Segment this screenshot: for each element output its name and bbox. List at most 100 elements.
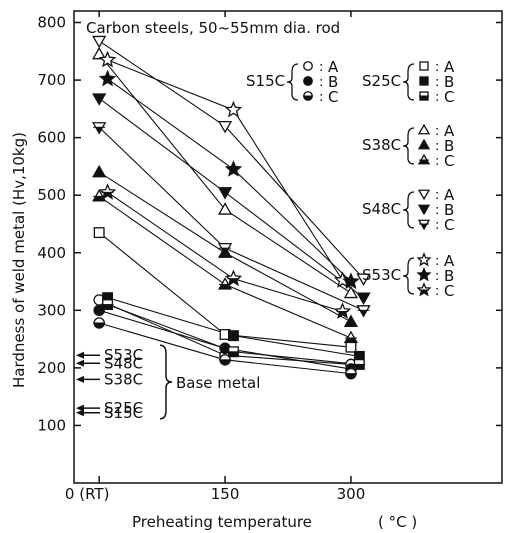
point-s53c-c-2 [333, 302, 352, 319]
legend-dot-s15c-c: : [319, 90, 323, 105]
point-s38c-a-2 [343, 285, 359, 299]
legend-label-s53c-b: B [444, 267, 454, 285]
point-s53c-b-0 [98, 69, 117, 87]
legend-label-s15c-a: A [328, 58, 339, 76]
base-metal-brace [159, 344, 173, 420]
x-tick-label-300: 300 [337, 485, 366, 503]
legend-marker-s25c-c [419, 91, 429, 101]
legend-dot-s25c-a: : [435, 60, 439, 75]
legend: S15C: A: B: C S25C: A: B: C S38C: A: B: C S48C: A: B: C… [246, 58, 455, 300]
legend-s15c: S15C: A: B: C [246, 58, 339, 106]
y-tick-label-700: 700 [37, 71, 66, 89]
legend-dot-s15c-b: : [319, 75, 323, 90]
base-label-s38c: S38C [104, 370, 143, 388]
y-axis: 100 200 300 400 500 600 700 800 [37, 14, 502, 434]
point-s25c-a-0 [93, 227, 105, 239]
point-s48c-a-0 [92, 35, 107, 49]
point-s15c-b-0 [93, 304, 105, 317]
chart-title: Carbon steels, 50~55mm dia. rod [86, 19, 340, 37]
legend-label-s53c-c: C [444, 282, 454, 300]
legend-marker-s15c-c [303, 91, 313, 101]
legend-marker-s53c-a [416, 252, 432, 267]
point-s48c-a-2 [356, 273, 371, 286]
legend-marker-s38c-c [417, 153, 431, 165]
y-tick-label-600: 600 [37, 129, 66, 147]
point-s48c-c-2 [356, 305, 371, 318]
y-tick-label-400: 400 [37, 244, 66, 262]
legend-marker-s53c-b [416, 267, 432, 282]
point-s15c-c-1 [219, 354, 232, 366]
legend-label-s38c-a: A [444, 122, 455, 140]
point-s38c-c-0 [92, 189, 107, 202]
point-s53c-c-0 [98, 183, 117, 200]
base-label-s25c: S25C [104, 399, 143, 417]
point-s48c-a-1 [217, 120, 233, 134]
base-arrowhead-s38c [76, 375, 84, 383]
point-s38c-b-2 [343, 314, 359, 327]
legend-dot-s53c-c: : [435, 284, 439, 299]
legend-dot-s38c-b: : [435, 139, 439, 154]
legend-label-s25c-b: B [444, 73, 454, 91]
legend-marker-s48c-a [417, 189, 431, 201]
y-axis-label: Hardness of weld metal (Hv,10kg) [10, 132, 28, 388]
point-s38c-c-1 [217, 277, 233, 290]
series-points [92, 35, 371, 380]
legend-dot-s38c-c: : [435, 154, 439, 169]
legend-label-s48c-c: C [444, 216, 454, 234]
base-label-s53c: S53C [104, 346, 143, 364]
legend-dot-s48c-c: : [435, 218, 439, 233]
x-axis-unit: ( °C ) [378, 513, 417, 531]
point-s25c-c-2 [353, 358, 366, 370]
y-tick-label-300: 300 [37, 301, 66, 319]
legend-dot-s48c-b: : [435, 203, 439, 218]
legend-marker-s25c-b [419, 76, 429, 86]
point-s53c-b-2 [342, 272, 360, 289]
legend-label-s48c-a: A [444, 186, 455, 204]
legend-dot-s25c-c: : [435, 90, 439, 105]
legend-label-s15c-b: B [328, 73, 338, 91]
point-s38c-c-2 [343, 330, 359, 344]
legend-name-s53c: S53C [362, 266, 401, 284]
x-axis: 0 (RT) 150 300 [65, 11, 365, 503]
point-s48c-b-2 [356, 292, 371, 305]
point-s25c-c-0 [101, 299, 114, 311]
legend-brace-s38c [402, 127, 415, 165]
legend-brace-s53c [402, 257, 415, 295]
point-s48c-c-1 [217, 243, 233, 256]
x-tick-label-0: 0 (RT) [65, 485, 110, 503]
base-arrowhead-s53c [76, 351, 84, 359]
legend-brace-s15c [286, 63, 299, 101]
y-tick-label-500: 500 [37, 186, 66, 204]
legend-dot-s15c-a: : [319, 60, 323, 75]
point-s15c-c-2 [344, 367, 357, 380]
y-tick-label-800: 800 [37, 14, 66, 32]
legend-brace-s25c [402, 63, 415, 101]
legend-s53c: S53C: A: B: C [362, 252, 455, 300]
y-tick-label-100: 100 [37, 416, 66, 434]
legend-dot-s25c-b: : [435, 75, 439, 90]
legend-label-s48c-b: B [444, 201, 454, 219]
legend-label-s15c-c: C [328, 88, 338, 106]
base-label-s48c: S48C [104, 354, 143, 372]
point-s25c-b-1 [228, 330, 239, 342]
legend-marker-s48c-c [417, 219, 431, 231]
point-s53c-a-1 [224, 100, 243, 118]
series-lines [98, 40, 364, 375]
base-arrowhead-s48c [76, 359, 84, 367]
legend-s48c: S48C: A: B: C [362, 186, 455, 234]
legend-name-s15c: S15C [246, 72, 285, 90]
legend-label-s25c-c: C [444, 88, 454, 106]
y-tick-label-200: 200 [37, 359, 66, 377]
point-s48c-c-0 [92, 122, 107, 135]
point-s53c-c-1 [224, 269, 243, 287]
legend-label-s38c-c: C [444, 152, 454, 170]
legend-marker-s15c-a [303, 61, 313, 71]
legend-name-s48c: S48C [362, 200, 401, 218]
base-metal-label: Base metal [176, 374, 260, 392]
x-axis-label: Preheating temperature [132, 513, 312, 531]
base-arrowhead-s25c [76, 404, 84, 412]
legend-label-s53c-a: A [444, 252, 455, 270]
point-s38c-b-0 [92, 164, 107, 178]
